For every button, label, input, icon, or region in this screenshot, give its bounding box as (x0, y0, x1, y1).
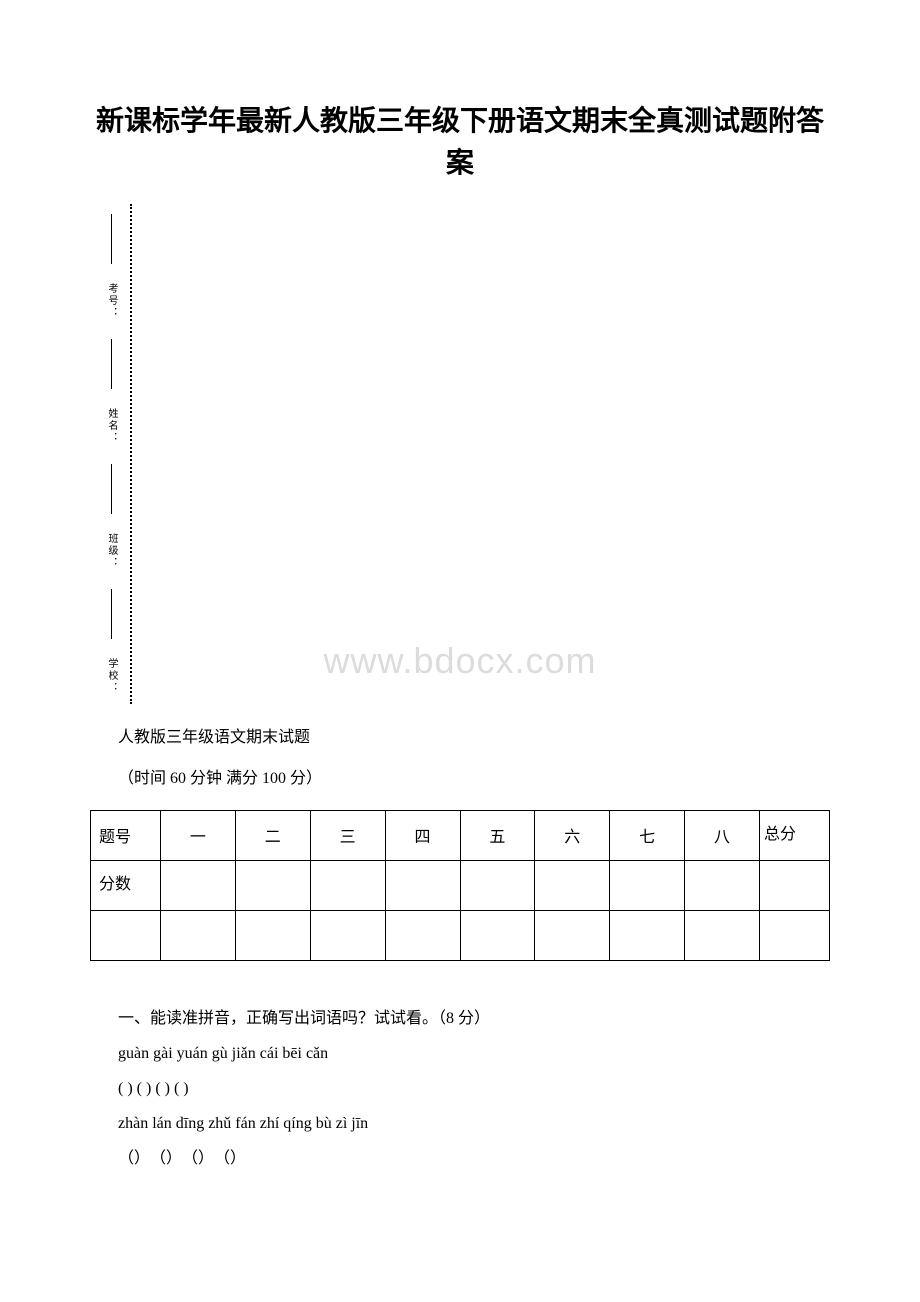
score-table: 题号 一 二 三 四 五 六 七 八 总分 分数 (90, 810, 830, 961)
table-col-6: 六 (535, 810, 610, 860)
table-cell (685, 860, 760, 910)
table-header-total: 总分 (760, 810, 830, 860)
table-col-1: 一 (161, 810, 236, 860)
table-cell (460, 910, 535, 960)
table-cell (760, 860, 830, 910)
binding-underline (111, 464, 112, 514)
table-col-3: 三 (310, 810, 385, 860)
table-col-7: 七 (610, 810, 685, 860)
table-col-8: 八 (685, 810, 760, 860)
table-cell (460, 860, 535, 910)
table-cell (235, 910, 310, 960)
table-cell (760, 910, 830, 960)
table-cell (385, 910, 460, 960)
table-row (91, 910, 830, 960)
table-header-label: 题号 (91, 810, 161, 860)
binding-margin: 考号： 姓名： 班级： 学校： (90, 204, 160, 704)
exam-subtitle: 人教版三年级语文期末试题 (118, 724, 830, 753)
table-cell (91, 910, 161, 960)
table-cell (385, 860, 460, 910)
table-cell (535, 860, 610, 910)
binding-underline (111, 589, 112, 639)
table-cell (161, 910, 236, 960)
table-col-4: 四 (385, 810, 460, 860)
binding-dotted-line (130, 204, 132, 704)
exam-time-score: （时间 60 分钟 满分 100 分） (118, 765, 830, 794)
binding-labels-container: 考号： 姓名： 班级： 学校： (104, 204, 119, 704)
table-row: 题号 一 二 三 四 五 六 七 八 总分 (91, 810, 830, 860)
table-cell (235, 860, 310, 910)
binding-label-school: 学校： (104, 658, 119, 694)
table-cell (161, 860, 236, 910)
section1-heading: 一、能读准拼音，正确写出词语吗？试试看。（8 分） (118, 1001, 830, 1036)
table-cell (310, 910, 385, 960)
table-cell (610, 860, 685, 910)
section1-blanks1: ( ) ( ) ( ) ( ) (118, 1071, 830, 1106)
table-cell (610, 910, 685, 960)
section1-blanks2: （） （） （） （） (118, 1141, 830, 1176)
document-title: 新课标学年最新人教版三年级下册语文期末全真测试题附答案 (90, 100, 830, 184)
binding-underline (111, 214, 112, 264)
table-cell (310, 860, 385, 910)
section1-pinyin2: zhàn lán dīng zhǔ fán zhí qíng bù zì jīn (118, 1106, 830, 1141)
binding-underline (111, 339, 112, 389)
table-cell (535, 910, 610, 960)
table-cell (685, 910, 760, 960)
table-row: 分数 (91, 860, 830, 910)
table-col-2: 二 (235, 810, 310, 860)
binding-label-class: 班级： (104, 533, 119, 569)
binding-label-examno: 考号： (104, 283, 119, 319)
section1-pinyin1: guàn gài yuán gù jiǎn cái bēi cǎn (118, 1036, 830, 1071)
table-score-label: 分数 (91, 860, 161, 910)
table-col-5: 五 (460, 810, 535, 860)
binding-label-name: 姓名： (104, 408, 119, 444)
